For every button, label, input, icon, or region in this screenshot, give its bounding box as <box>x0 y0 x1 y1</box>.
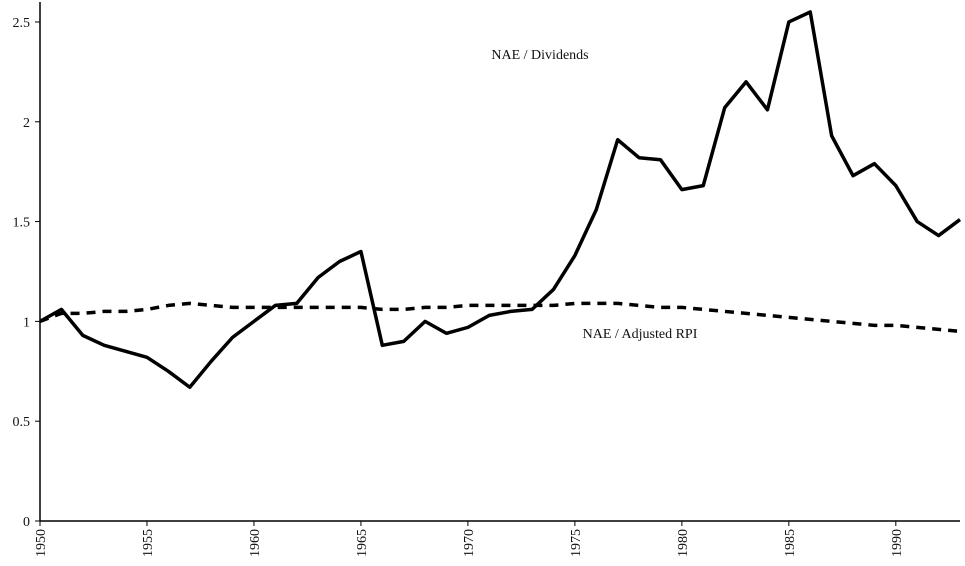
series-line <box>39 301 961 334</box>
x-tick-label: 1980 <box>676 529 691 557</box>
series-label: NAE / Adjusted RPI <box>583 327 698 342</box>
series-line <box>39 10 962 390</box>
x-tick-label: 1975 <box>569 529 584 557</box>
x-tick-label: 1990 <box>890 529 905 557</box>
y-tick-label: 2 <box>23 116 30 131</box>
series-label: NAE / Dividends <box>491 48 588 63</box>
x-tick-label: 1955 <box>141 529 156 557</box>
x-tick-label: 1960 <box>248 529 263 557</box>
x-tick-label: 1985 <box>783 529 798 557</box>
x-tick-label: 1965 <box>355 529 370 557</box>
x-tick-label: 1950 <box>34 529 49 557</box>
y-tick-label: 0 <box>23 515 30 530</box>
y-tick-label: 1 <box>23 315 30 330</box>
x-tick-label: 1970 <box>462 529 477 557</box>
y-tick-label: 2.5 <box>13 16 31 31</box>
y-tick-label: 0.5 <box>13 415 31 430</box>
y-tick-label: 1.5 <box>13 216 31 231</box>
